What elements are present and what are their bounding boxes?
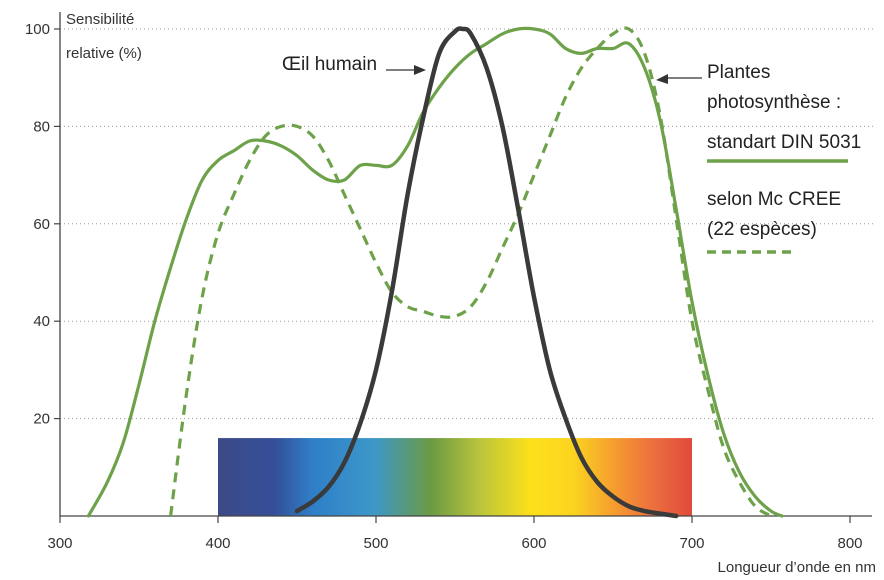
x-tick-label-400: 400	[205, 535, 230, 552]
y-tick-label-60: 60	[33, 216, 50, 233]
y-tick-label-20: 20	[33, 411, 50, 428]
y-tick-label-80: 80	[33, 118, 50, 135]
visible-spectrum-band	[218, 438, 692, 516]
x-tick-label-500: 500	[363, 535, 388, 552]
eye-curve-label: Œil humain	[282, 54, 377, 75]
mccree-legend-label-line2: (22 espèces)	[707, 219, 817, 240]
x-axis-title: Longueur d’onde en nm	[718, 559, 876, 576]
x-tick-label-800: 800	[837, 535, 862, 552]
y-tick-label-100: 100	[25, 21, 50, 38]
eye-label-arrowhead	[414, 65, 426, 75]
y-tick-label-40: 40	[33, 313, 50, 330]
y-axis-title-line2: relative (%)	[66, 45, 142, 62]
y-axis-title-line1: Sensibilité	[66, 11, 134, 28]
plants-label-line1: Plantes	[707, 62, 770, 83]
x-tick-label-600: 600	[521, 535, 546, 552]
eye-sensitivity-curve	[294, 26, 679, 519]
x-tick-label-700: 700	[679, 535, 704, 552]
mccree-legend-label-line1: selon Mc CREE	[707, 189, 841, 210]
din-legend-label: standart DIN 5031	[707, 132, 861, 153]
mccree-curve	[169, 26, 772, 518]
plants-label-line2: photosynthèse :	[707, 92, 841, 113]
x-tick-label-300: 300	[47, 535, 72, 552]
plants-label-arrowhead	[656, 74, 668, 84]
